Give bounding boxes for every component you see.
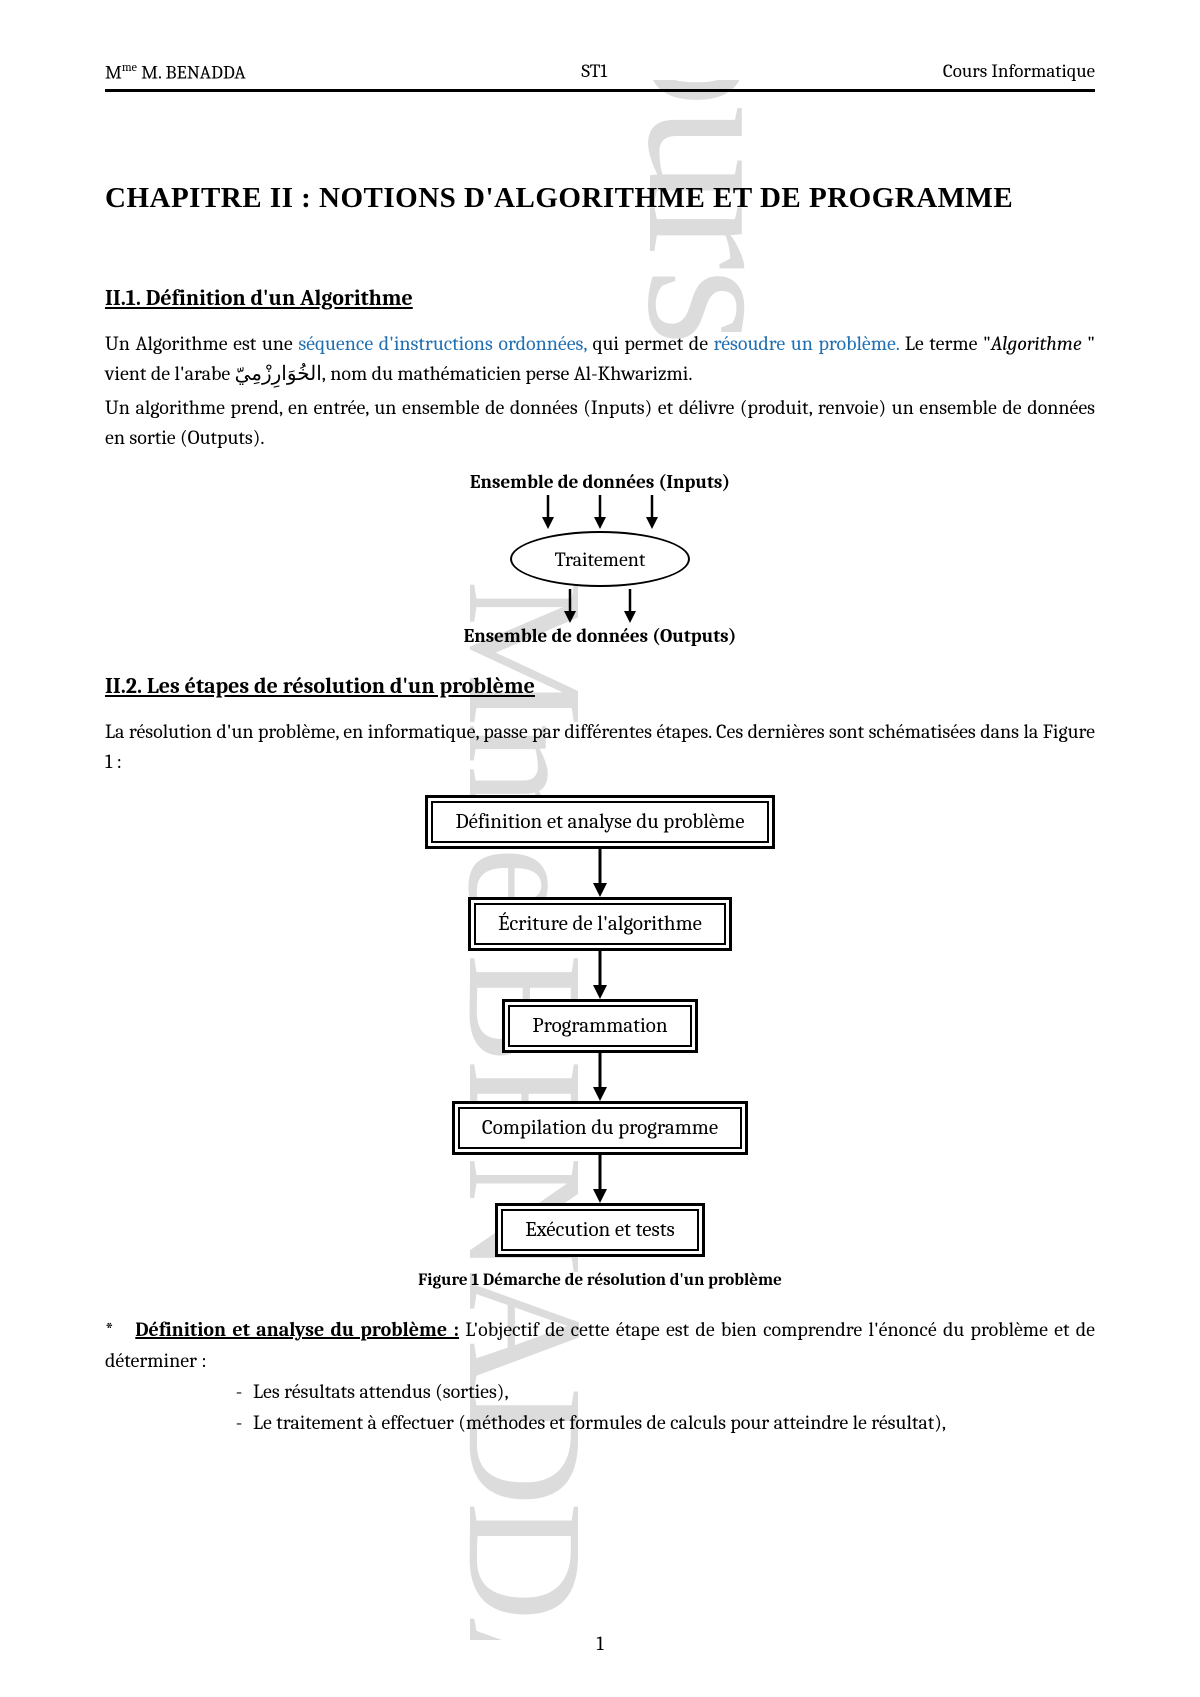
p1c: qui permet de xyxy=(587,332,714,355)
arrow-down-icon xyxy=(644,495,660,529)
flowchart-box: Définition et analyse du problème xyxy=(425,795,774,849)
section-1-paragraph-1: Un Algorithme est une séquence d'instruc… xyxy=(105,329,1095,389)
arrow-down-icon xyxy=(590,849,610,897)
list-item-1-text: Les résultats attendus (sorties), xyxy=(253,1380,509,1403)
section-1-heading: II.1. Définition d'un Algorithme xyxy=(105,285,1095,311)
diagram1-top-arrows xyxy=(380,495,820,529)
list-item: -Les résultats attendus (sorties), xyxy=(225,1376,1095,1407)
dash-icon: - xyxy=(225,1407,253,1438)
diagram1-bottom-arrows xyxy=(380,589,820,623)
p1e: Le terme " xyxy=(899,332,991,355)
arrow-down-icon xyxy=(590,1053,610,1101)
p1b-link: séquence d'instructions ordonnées, xyxy=(298,332,587,355)
list-item: -Le traitement à effectuer (méthodes et … xyxy=(225,1407,1095,1438)
section-1-paragraph-2: Un algorithme prend, en entrée, un ensem… xyxy=(105,393,1095,453)
arrow-down-icon xyxy=(622,589,638,623)
flowchart-box-4-label: Compilation du programme xyxy=(458,1107,742,1149)
section-2-heading: II.2. Les étapes de résolution d'un prob… xyxy=(105,673,1095,699)
definition-title: Définition et analyse du problème : xyxy=(135,1318,459,1341)
header-left-prefix: M xyxy=(105,61,122,83)
list-item-2-text: Le traitement à effectuer (méthodes et f… xyxy=(253,1411,946,1434)
p1a: Un Algorithme est une xyxy=(105,332,298,355)
flowchart-box: Exécution et tests xyxy=(495,1203,705,1257)
flowchart-box-3-label: Programmation xyxy=(508,1005,691,1047)
flowchart-box-1-label: Définition et analyse du problème xyxy=(431,801,768,843)
header-left-rest: M. BENADDA xyxy=(137,61,246,83)
diagram1-bottom-label: Ensemble de données (Outputs) xyxy=(380,625,820,647)
header-center: ST1 xyxy=(581,60,607,83)
resolution-flowchart: Définition et analyse du problème Écritu… xyxy=(350,795,850,1257)
p1d-link: résoudre un problème. xyxy=(714,332,900,355)
flowchart-box: Programmation xyxy=(502,999,697,1053)
flowchart-box: Écriture de l'algorithme xyxy=(468,897,732,951)
diagram1-center-label: Traitement xyxy=(555,548,646,571)
arrow-down-icon xyxy=(592,495,608,529)
bullet-star-icon: * xyxy=(105,1314,129,1345)
diagram1-ellipse: Traitement xyxy=(510,531,690,587)
figure-1-caption: Figure 1 Démarche de résolution d'un pro… xyxy=(105,1271,1095,1290)
arrow-down-icon xyxy=(590,951,610,999)
header-right: Cours Informatique xyxy=(943,60,1095,83)
document-header: Mme M. BENADDA ST1 Cours Informatique xyxy=(105,60,1095,92)
header-left: Mme M. BENADDA xyxy=(105,60,246,83)
chapter-title: CHAPITRE II : NOTIONS D'ALGORITHME ET DE… xyxy=(105,182,1095,215)
p1f-ital: Algorithme xyxy=(991,332,1087,355)
inputs-outputs-diagram: Ensemble de données (Inputs) Traitement … xyxy=(380,471,820,647)
definition-sublist: -Les résultats attendus (sorties), -Le t… xyxy=(225,1376,1095,1438)
header-left-sup: me xyxy=(122,60,137,74)
flowchart-box-2-label: Écriture de l'algorithme xyxy=(474,903,726,945)
flowchart-box-5-label: Exécution et tests xyxy=(501,1209,699,1251)
flowchart-box: Compilation du programme xyxy=(452,1101,748,1155)
definition-line: * Définition et analyse du problème : L'… xyxy=(105,1314,1095,1376)
arrow-down-icon xyxy=(562,589,578,623)
definition-block: * Définition et analyse du problème : L'… xyxy=(105,1314,1095,1438)
arrow-down-icon xyxy=(590,1155,610,1203)
section-2-paragraph: La résolution d'un problème, en informat… xyxy=(105,717,1095,777)
diagram1-top-label: Ensemble de données (Inputs) xyxy=(380,471,820,493)
page-number: 1 xyxy=(0,1632,1200,1655)
dash-icon: - xyxy=(225,1376,253,1407)
arrow-down-icon xyxy=(540,495,556,529)
